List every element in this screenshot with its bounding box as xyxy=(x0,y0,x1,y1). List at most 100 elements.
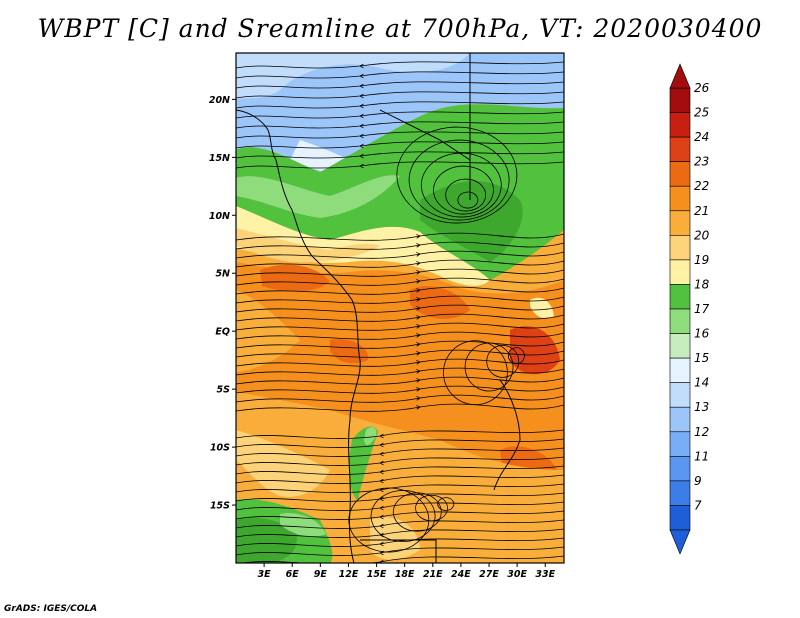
stream-arrow xyxy=(416,297,421,302)
colorbar-swatch xyxy=(669,505,691,531)
stream-arrow xyxy=(379,478,384,484)
streamline xyxy=(464,342,514,392)
green-lake-light xyxy=(364,427,377,445)
stream-arrow xyxy=(416,306,421,311)
cool-region-north-light xyxy=(236,53,470,100)
colorbar-label: 24 xyxy=(694,130,709,144)
streamline xyxy=(236,71,564,79)
stream-arrow xyxy=(416,369,421,374)
stream-arrow xyxy=(416,270,421,275)
lat-tick-label: 10N xyxy=(209,211,230,222)
longitude-axis: 3E 6E 9E 12E 15E 18E 21E 24E 27E 30E 33E xyxy=(258,563,556,580)
colorbar-swatch xyxy=(669,161,691,187)
stream-arrow xyxy=(416,351,421,356)
stream-arrow xyxy=(379,523,384,529)
transition-band-2 xyxy=(236,228,380,263)
lon-tick-label: 24E xyxy=(451,569,471,580)
streamline xyxy=(457,191,479,209)
colorbar-boxes xyxy=(669,63,691,555)
latitude-axis: 20N 15N 10N 5N EQ 5S 10S 15S xyxy=(209,95,236,512)
colorbar-swatch xyxy=(669,456,691,482)
colorbar-swatch xyxy=(669,480,691,506)
lat-tick-label: 20N xyxy=(209,95,230,106)
stream-arrow xyxy=(379,442,384,448)
lon-tick-label: 6E xyxy=(286,569,300,580)
colorbar-label: 17 xyxy=(694,302,710,316)
stream-arrow xyxy=(359,103,364,109)
streamline xyxy=(348,487,430,553)
lake-shore-east xyxy=(493,379,521,491)
colorbar-swatch xyxy=(669,357,691,383)
stream-arrow xyxy=(359,73,364,79)
streamline xyxy=(236,61,564,69)
colorbar-swatch xyxy=(669,185,691,212)
yellow-southwest xyxy=(236,430,330,497)
streamline xyxy=(433,165,494,215)
stream-arrow xyxy=(416,324,421,329)
stream-arrow xyxy=(359,63,364,69)
streamline xyxy=(370,490,436,543)
stream-arrow xyxy=(359,133,364,139)
coastlines xyxy=(236,53,521,563)
stream-arrow xyxy=(416,288,421,293)
colorbar-swatch xyxy=(669,406,691,433)
colorbar-label: 19 xyxy=(694,253,709,267)
lon-tick-label: 12E xyxy=(339,569,359,580)
lat-tick-label: 5S xyxy=(217,385,231,396)
colorbar-label: 14 xyxy=(694,376,709,390)
lat-tick-label: EQ xyxy=(215,327,230,338)
green-southwest-light xyxy=(280,513,326,537)
stream-arrow xyxy=(359,163,364,169)
lon-tick-label: 18E xyxy=(395,569,415,580)
stream-arrow xyxy=(416,333,421,338)
streamline xyxy=(508,347,525,365)
stream-arrow xyxy=(379,460,384,466)
colorbar-swatch xyxy=(669,333,691,359)
colorbar-swatch xyxy=(669,259,691,285)
colorbar-label: 9 xyxy=(694,474,702,488)
border-central xyxy=(379,109,471,200)
lon-tick-label: 9E xyxy=(314,569,328,580)
colorbar-swatch xyxy=(669,210,691,236)
colorbar-label: 11 xyxy=(694,449,709,463)
green-belt-light xyxy=(236,175,400,218)
streamline xyxy=(236,131,564,139)
streamline xyxy=(236,91,564,99)
colorbar-swatch xyxy=(669,382,691,408)
colorbar-label: 22 xyxy=(694,179,709,193)
colorbar-label: 7 xyxy=(694,498,702,512)
stream-arrow xyxy=(359,83,364,89)
stream-arrow xyxy=(359,123,364,129)
streamline xyxy=(408,139,510,221)
colorbar-label: 26 xyxy=(694,81,710,95)
stream-arrow xyxy=(416,378,421,383)
stream-arrow xyxy=(379,541,384,547)
colorbar-swatch xyxy=(669,235,691,261)
stream-arrow xyxy=(416,243,421,248)
colorbar-swatch xyxy=(669,87,691,113)
colorbar-swatch xyxy=(669,284,691,310)
stream-arrow xyxy=(416,261,421,266)
stream-arrow xyxy=(379,433,384,439)
colorbar-label: 20 xyxy=(694,228,710,242)
lat-tick-label: 15N xyxy=(209,153,230,164)
shaded-field xyxy=(236,53,564,563)
streamline xyxy=(437,497,455,511)
warm-spot-1 xyxy=(260,264,330,292)
streamline xyxy=(415,494,448,522)
colorbar-label: 18 xyxy=(694,277,710,291)
lon-tick-label: 27E xyxy=(479,569,499,580)
coastline-atlantic xyxy=(236,109,361,563)
streamlines xyxy=(236,61,564,563)
colorbar-label: 13 xyxy=(694,400,709,414)
colorbar-swatch xyxy=(669,136,691,162)
warm-spot-2 xyxy=(410,286,470,319)
lat-tick-label: 5N xyxy=(215,269,230,280)
colorbar-swatch xyxy=(669,112,691,138)
stream-arrow xyxy=(359,113,364,119)
colorbar-swatch xyxy=(669,308,691,334)
stream-arrow xyxy=(416,234,421,239)
streamline xyxy=(236,81,564,89)
streamline xyxy=(396,126,518,224)
